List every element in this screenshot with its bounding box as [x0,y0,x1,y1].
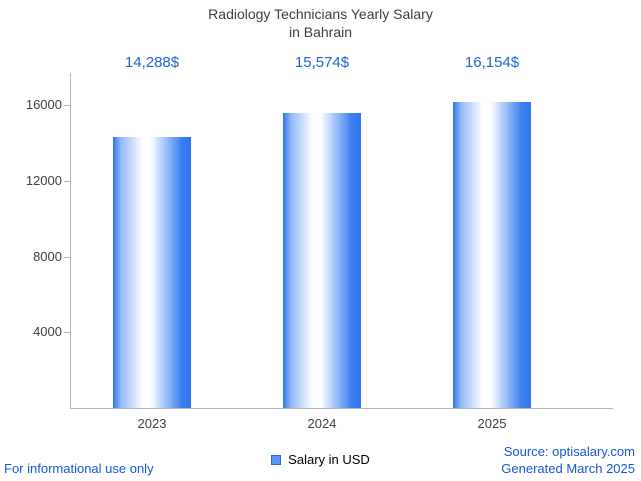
source-link[interactable]: Source: optisalary.com [503,444,635,459]
bar-2025[interactable] [453,102,531,408]
chart-title-line2: in Bahrain [288,24,353,40]
x-axis-category-label-2024: 2024 [307,416,337,431]
y-axis-tick-label: 16000 [25,97,62,112]
bar-2023[interactable] [113,137,191,408]
bar-value-label-2023: 14,288$ [124,54,180,71]
chart-title: Radiology Technicians Yearly Salary in B… [0,5,641,41]
bar-2024[interactable] [283,113,361,408]
bar-value-label-2024: 15,574$ [294,54,350,71]
legend-swatch-icon [271,454,282,465]
x-axis-category-label-2025: 2025 [477,416,507,431]
y-axis-tick-label: 8000 [33,248,62,264]
source-block: Source: optisalary.com Generated March 2… [501,443,635,477]
y-axis-tick-mark [64,105,71,106]
bar-value-label-2025: 16,154$ [464,54,520,71]
y-axis-line [70,73,71,408]
x-axis-line [70,408,613,409]
x-axis-category-label-2023: 2023 [137,416,167,431]
y-axis-tick-label: 12000 [25,172,62,188]
disclaimer-text: For informational use only [4,461,154,476]
y-axis-tick-label: 4000 [33,324,62,340]
chart-title-line1: Radiology Technicians Yearly Salary [208,6,433,22]
y-axis-tick-mark [64,256,71,258]
generated-date: Generated March 2025 [501,461,635,476]
y-axis-tick-mark [64,180,71,182]
y-axis-tick-mark [64,332,71,334]
chart-legend: Salary in USD [0,452,641,467]
legend-label: Salary in USD [288,452,370,467]
